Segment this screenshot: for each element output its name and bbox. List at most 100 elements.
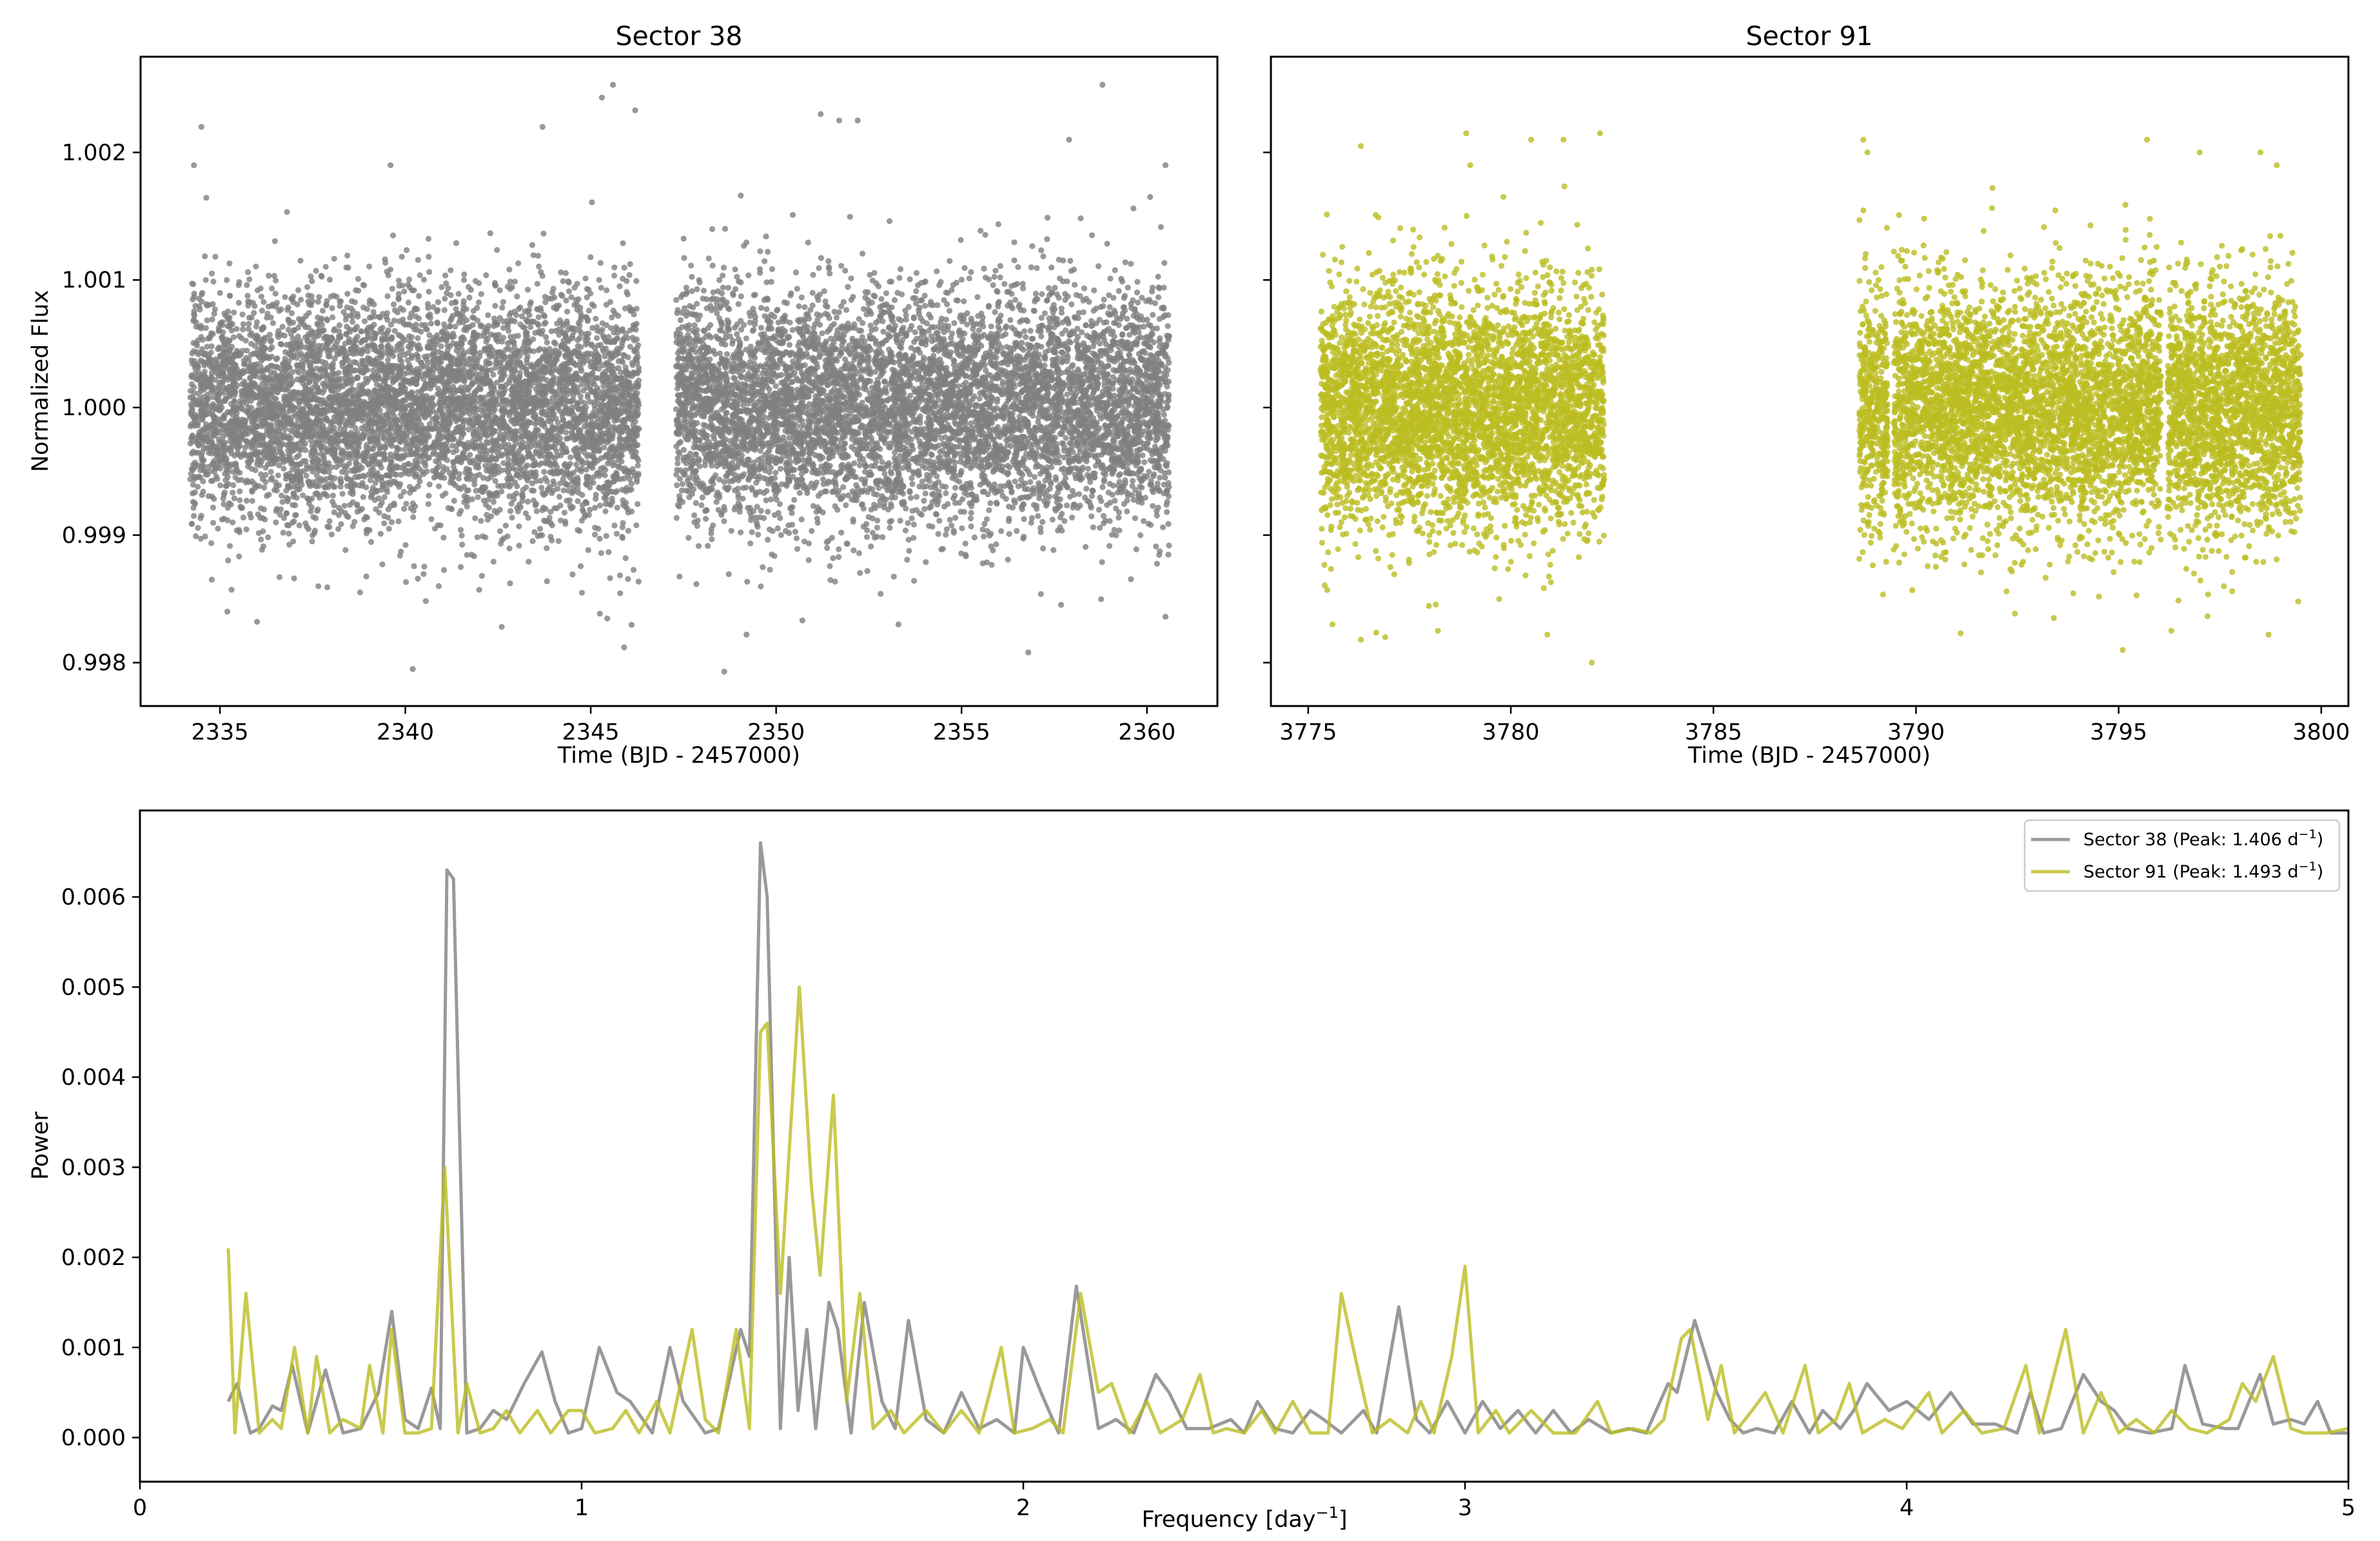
data-point <box>268 476 274 482</box>
data-point <box>304 524 310 529</box>
data-point <box>447 268 453 273</box>
data-point <box>420 386 426 392</box>
data-point <box>360 480 366 486</box>
data-point <box>226 324 232 329</box>
data-point <box>189 381 195 387</box>
data-point <box>447 324 453 329</box>
data-point <box>530 538 536 544</box>
data-point <box>309 279 315 284</box>
data-point <box>558 378 564 384</box>
data-point <box>597 502 603 508</box>
data-point <box>359 328 364 334</box>
data-point <box>313 397 319 403</box>
data-point <box>249 466 255 472</box>
data-point <box>210 279 216 284</box>
data-point <box>496 349 502 355</box>
data-point <box>293 455 299 460</box>
data-point <box>259 308 265 313</box>
data-point <box>276 462 282 468</box>
data-point <box>265 535 271 540</box>
data-point <box>549 328 555 334</box>
data-point <box>244 498 250 504</box>
data-point <box>313 515 319 521</box>
data-point <box>567 455 573 460</box>
data-point <box>274 506 280 512</box>
data-point <box>571 302 577 308</box>
data-point <box>597 611 603 616</box>
data-point <box>367 400 373 406</box>
data-point <box>203 195 209 201</box>
data-point <box>370 472 376 478</box>
data-point <box>522 378 527 384</box>
data-point <box>580 509 586 515</box>
data-point <box>236 300 242 306</box>
data-point <box>566 288 572 294</box>
data-point <box>506 328 511 333</box>
data-point <box>311 530 317 536</box>
data-point <box>456 291 462 297</box>
data-point <box>274 374 280 380</box>
data-point <box>395 518 401 524</box>
data-point <box>315 299 321 305</box>
data-point <box>332 475 338 481</box>
data-point <box>592 532 598 538</box>
data-point <box>344 253 350 259</box>
data-point <box>425 353 431 359</box>
data-point <box>491 499 497 505</box>
data-point <box>575 481 581 487</box>
data-point <box>358 400 364 406</box>
data-point <box>370 446 376 452</box>
data-point <box>230 482 236 488</box>
data-point <box>241 321 246 327</box>
data-point <box>525 498 531 504</box>
data-point <box>377 326 383 332</box>
data-point <box>583 275 589 281</box>
data-point <box>286 531 292 536</box>
data-point <box>485 312 491 318</box>
data-point <box>405 322 411 328</box>
data-point <box>367 301 373 307</box>
data-point <box>271 273 277 279</box>
data-point <box>317 433 322 439</box>
data-point <box>540 231 546 237</box>
data-point <box>594 335 600 341</box>
data-point <box>282 426 288 432</box>
data-point <box>356 467 362 473</box>
data-point <box>602 467 608 473</box>
data-point <box>565 339 571 344</box>
data-point <box>427 482 433 487</box>
data-point <box>235 477 241 483</box>
data-point <box>261 299 266 305</box>
data-point <box>372 377 378 382</box>
data-point <box>627 307 633 313</box>
data-point <box>506 442 511 447</box>
data-point <box>217 290 223 296</box>
data-point <box>337 322 342 328</box>
data-point <box>319 273 324 279</box>
data-point <box>487 230 493 236</box>
data-point <box>365 335 371 340</box>
data-point <box>623 438 629 444</box>
data-point <box>327 518 333 524</box>
data-point <box>436 583 442 589</box>
data-point <box>597 536 603 542</box>
data-point <box>211 311 217 317</box>
data-point <box>240 311 246 317</box>
data-point <box>324 317 330 323</box>
data-point <box>386 438 392 444</box>
data-point <box>519 493 525 498</box>
data-point <box>576 297 582 302</box>
data-point <box>595 395 600 400</box>
data-point <box>426 433 432 439</box>
data-point <box>355 509 360 515</box>
data-point <box>203 277 209 283</box>
data-point <box>276 308 282 314</box>
data-point <box>562 518 568 524</box>
data-point <box>331 450 337 456</box>
data-point <box>593 492 599 498</box>
data-point <box>396 297 402 302</box>
data-point <box>625 291 631 297</box>
data-point <box>471 446 477 451</box>
data-point <box>616 464 622 469</box>
data-point <box>469 496 475 502</box>
